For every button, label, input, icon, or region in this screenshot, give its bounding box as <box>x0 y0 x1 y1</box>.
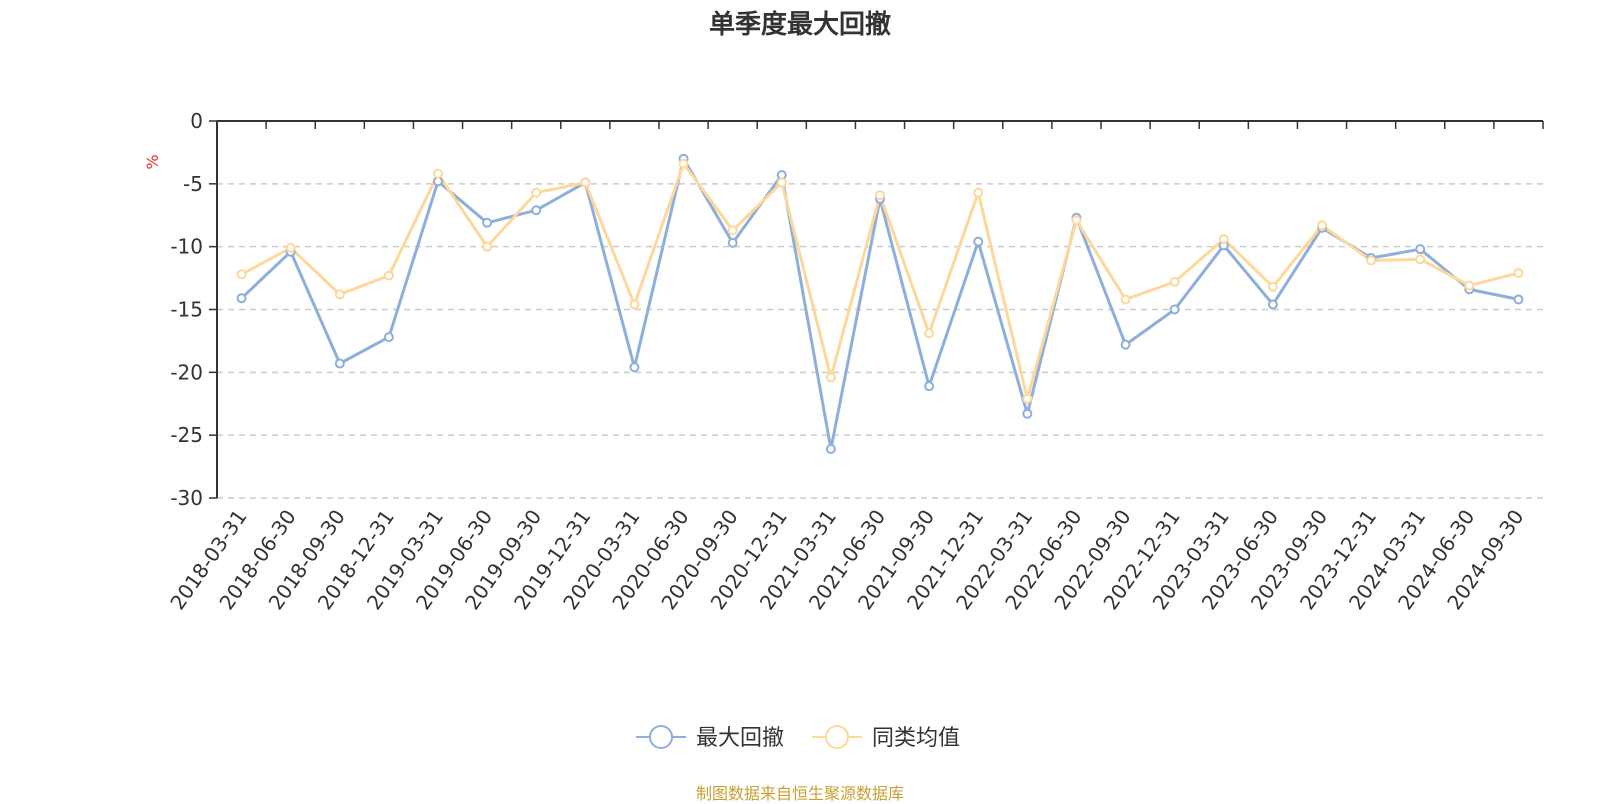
series-0-point[interactable] <box>1022 408 1033 419</box>
y-tick-label: -20 <box>170 360 203 384</box>
legend-marker <box>649 725 673 749</box>
series-0-point[interactable] <box>1267 299 1278 310</box>
series-1-point[interactable] <box>285 242 296 253</box>
y-tick-label: -10 <box>170 235 203 259</box>
series-0-point[interactable] <box>383 332 394 343</box>
y-tick-label: 0 <box>190 109 203 133</box>
y-tick-label: -30 <box>170 486 203 510</box>
series-1-point[interactable] <box>1513 268 1524 279</box>
series-1-point[interactable] <box>1218 234 1229 245</box>
series-1-point[interactable] <box>678 158 689 169</box>
series-0-point[interactable] <box>236 293 247 304</box>
series-1-point[interactable] <box>1169 276 1180 287</box>
series-1-point[interactable] <box>1317 220 1327 231</box>
series-0-point[interactable] <box>973 236 984 247</box>
series-0-point[interactable] <box>924 381 935 392</box>
legend-item-1[interactable]: 同类均值 <box>812 725 960 751</box>
series-1-point[interactable] <box>973 187 984 198</box>
series-0-point[interactable] <box>1169 304 1180 315</box>
series-0-point[interactable] <box>727 237 738 248</box>
legend-item-0[interactable]: 最大回撤 <box>636 725 784 751</box>
series-1-point[interactable] <box>383 270 394 281</box>
data-source-note: 制图数据来自恒生聚源数据库 <box>695 784 904 803</box>
series-0-point[interactable] <box>334 358 345 369</box>
series-1-point[interactable] <box>825 372 836 383</box>
series-1-point[interactable] <box>776 177 787 188</box>
series-1-point[interactable] <box>727 225 738 236</box>
grid-lines <box>217 183 1543 499</box>
series-1-point[interactable] <box>236 269 247 280</box>
chart-title: 单季度最大回撤 <box>708 10 891 40</box>
series-1-point[interactable] <box>1366 255 1377 266</box>
y-tick-label: -15 <box>170 298 203 322</box>
y-tick-label: -25 <box>170 423 203 447</box>
series-0-point[interactable] <box>1513 294 1524 305</box>
series-1-point[interactable] <box>1071 215 1082 226</box>
legend-label: 同类均值 <box>872 726 960 751</box>
series-0-point[interactable] <box>1415 244 1426 255</box>
series-1-point[interactable] <box>433 168 443 179</box>
series-1-point[interactable] <box>924 328 935 339</box>
legend-label: 最大回撤 <box>696 726 784 751</box>
series-0-point[interactable] <box>531 205 542 216</box>
series-1-point[interactable] <box>482 241 493 252</box>
series-1-point[interactable] <box>1267 281 1278 292</box>
series-0-point[interactable] <box>482 217 493 228</box>
series-1-point[interactable] <box>580 177 591 188</box>
series-1-point[interactable] <box>334 289 345 300</box>
axes: 0-5-10-15-20-25-302018-03-312018-06-3020… <box>143 109 1544 614</box>
y-tick-label: -5 <box>183 172 203 196</box>
series-1-point[interactable] <box>1022 393 1033 404</box>
series-0-point[interactable] <box>1120 339 1131 350</box>
series-1-point[interactable] <box>1120 294 1131 305</box>
y-axis-unit-label: % <box>143 154 162 169</box>
legend[interactable]: 最大回撤 同类均值 <box>636 725 960 751</box>
series-0-point[interactable] <box>629 362 640 373</box>
series-1-point[interactable] <box>1415 254 1426 265</box>
legend-marker <box>825 725 849 749</box>
series-lines <box>236 153 1524 454</box>
series-1-point[interactable] <box>1464 280 1475 291</box>
series-1-point[interactable] <box>531 187 542 198</box>
series-0-point[interactable] <box>825 443 836 454</box>
series-1-point[interactable] <box>629 299 640 310</box>
series-1-point[interactable] <box>875 190 885 201</box>
